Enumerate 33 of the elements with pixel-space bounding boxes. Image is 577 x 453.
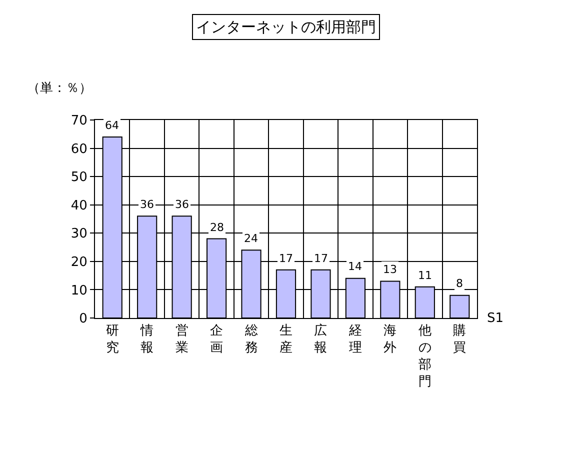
data-label: 36: [140, 198, 154, 211]
y-tick-label: 30: [70, 226, 88, 242]
data-label: 28: [210, 221, 224, 234]
y-tick-label: 20: [70, 254, 88, 270]
series-label: S1: [487, 311, 504, 326]
y-tick-label: 50: [70, 170, 88, 186]
y-axis-title: （単：％）: [27, 81, 92, 96]
y-tick-label: 0: [79, 312, 88, 327]
x-tick-label: 海外: [384, 324, 397, 356]
x-tick-label: 総務: [244, 324, 258, 356]
x-tick-label: 研究: [106, 324, 119, 356]
data-label: 17: [279, 252, 293, 265]
x-tick-label: 情報: [140, 324, 154, 356]
data-label: 36: [175, 198, 189, 211]
data-label: 14: [348, 260, 362, 273]
x-tick-label: 生産: [280, 324, 292, 356]
data-label: 11: [418, 269, 432, 282]
data-label: 24: [244, 232, 258, 245]
y-tick-label: 70: [70, 114, 88, 129]
data-label: 64: [105, 119, 119, 132]
chart-title: インターネットの利用部門: [196, 18, 376, 36]
x-tick-label: 経理: [348, 324, 362, 356]
x-tick-label: 広報: [314, 322, 328, 356]
y-tick-label: 10: [70, 283, 88, 298]
data-label: 8: [456, 277, 463, 290]
x-tick-label: 購買: [453, 324, 466, 356]
y-tick-label: 40: [70, 198, 88, 214]
x-tick-label: 他の部門: [418, 324, 432, 390]
x-tick-label: 企画: [210, 324, 224, 356]
data-label: 17: [314, 252, 328, 265]
data-label: 13: [383, 263, 397, 276]
y-tick-label: 60: [70, 142, 88, 157]
x-tick-label: 営業: [175, 324, 188, 356]
